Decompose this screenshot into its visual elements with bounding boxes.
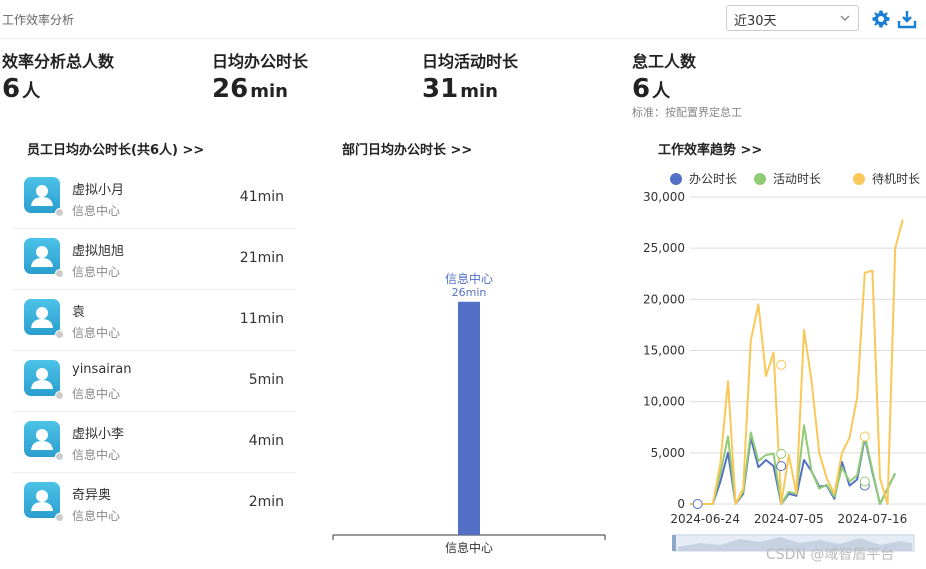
legend-label: 活动时长 xyxy=(773,172,821,186)
employee-time: 4min xyxy=(248,433,284,449)
series-line xyxy=(690,219,904,505)
user-icon xyxy=(31,490,53,511)
dept-panel-title[interactable]: 部门日均办公时长 >> xyxy=(342,143,473,158)
status-dot xyxy=(55,208,64,217)
employee-time: 41min xyxy=(239,189,284,205)
employee-list: 虚拟小月 信息中心 41min 虚拟旭旭 信息中心 21min 袁 信息中心 1… xyxy=(12,168,296,533)
y-tick-label: 0 xyxy=(677,497,685,511)
y-tick-label: 10,000 xyxy=(643,395,685,409)
avatar xyxy=(24,238,64,278)
data-point xyxy=(859,431,870,442)
employee-dept: 信息中心 xyxy=(72,204,121,218)
employee-dept: 信息中心 xyxy=(72,387,121,401)
avatar xyxy=(24,482,64,522)
employee-name: 袁 xyxy=(72,305,86,320)
avatar xyxy=(24,421,64,461)
top-bar: 工作效率分析 近30天 xyxy=(0,0,926,39)
legend-label: 办公时长 xyxy=(689,171,737,186)
status-dot xyxy=(55,269,64,278)
data-zoom-handle xyxy=(672,535,676,551)
stat-avg-activity-time: 日均活动时长 31 min xyxy=(422,48,518,104)
employee-panel-title[interactable]: 员工日均办公时长(共6人) >> xyxy=(27,143,205,158)
data-point xyxy=(776,448,787,459)
user-icon xyxy=(31,429,53,450)
date-range-value: 近30天 xyxy=(734,14,777,29)
employee-time: 2min xyxy=(248,494,284,510)
bar xyxy=(458,301,480,535)
employee-dept: 信息中心 xyxy=(72,509,121,523)
chevron-down-icon xyxy=(840,15,850,21)
stat-label: 怠工人数 xyxy=(632,52,697,71)
data-point xyxy=(692,499,703,509)
user-icon xyxy=(31,368,53,389)
list-item[interactable]: 虚拟小月 信息中心 41min xyxy=(12,168,296,229)
employee-time: 11min xyxy=(239,311,284,327)
bar-data-label: 26min xyxy=(452,286,487,299)
user-icon xyxy=(31,185,53,206)
employee-time: 21min xyxy=(239,250,284,266)
employee-dept: 信息中心 xyxy=(72,326,121,340)
data-zoom-preview xyxy=(678,537,912,551)
y-tick-label: 15,000 xyxy=(643,344,685,358)
trend-panel-title[interactable]: 工作效率趋势 >> xyxy=(658,143,763,158)
x-tick-label: 信息中心 xyxy=(445,540,493,555)
gear-icon[interactable] xyxy=(871,9,891,29)
trend-line-chart: 办公时长 活动时长 待机时长 0 5,000 10,000 15,000 20,000 25,0… xyxy=(643,171,926,552)
stat-avg-office-time: 日均办公时长 26 min xyxy=(212,48,308,104)
stat-label: 日均活动时长 xyxy=(422,52,519,71)
employee-name: 奇异奥 xyxy=(72,488,112,503)
download-icon[interactable] xyxy=(897,9,917,29)
employee-name: yinsairan xyxy=(72,362,132,377)
list-item[interactable]: 虚拟旭旭 信息中心 21min xyxy=(12,229,296,290)
employee-name: 虚拟小李 xyxy=(72,427,125,442)
list-item[interactable]: 虚拟小李 信息中心 4min xyxy=(12,412,296,473)
y-tick-label: 30,000 xyxy=(643,190,685,204)
legend-marker xyxy=(670,173,682,185)
bar-data-label: 信息中心 xyxy=(445,271,493,286)
avatar xyxy=(24,177,64,217)
list-item[interactable]: 奇异奥 信息中心 2min xyxy=(12,473,296,533)
stat-label: 日均办公时长 xyxy=(212,52,309,71)
stat-note: 标准：按配置界定怠工 xyxy=(632,106,742,119)
status-dot xyxy=(55,452,64,461)
data-point xyxy=(859,476,870,487)
employee-time: 5min xyxy=(248,372,284,388)
stat-value: 26 min xyxy=(212,74,288,104)
watermark: CSDN @域智盾平台 xyxy=(766,547,895,563)
legend-label: 待机时长 xyxy=(872,172,920,186)
list-item[interactable]: 袁 信息中心 11min xyxy=(12,290,296,351)
status-dot xyxy=(55,391,64,400)
y-tick-label: 20,000 xyxy=(643,292,685,306)
y-tick-label: 5,000 xyxy=(651,446,685,460)
status-dot xyxy=(55,330,64,339)
status-dot xyxy=(55,513,64,522)
page-title: 工作效率分析 xyxy=(2,13,75,27)
stat-value: 31 min xyxy=(422,74,498,104)
list-item[interactable]: yinsairan 信息中心 5min xyxy=(12,351,296,412)
avatar xyxy=(24,299,64,339)
employee-dept: 信息中心 xyxy=(72,265,121,279)
stat-label: 效率分析总人数 xyxy=(2,52,115,71)
employee-name: 虚拟小月 xyxy=(72,183,125,198)
employee-dept: 信息中心 xyxy=(72,448,121,462)
data-point xyxy=(776,359,787,370)
user-icon xyxy=(31,246,53,267)
x-tick-label: 2024-07-05 xyxy=(754,512,824,526)
data-point xyxy=(776,461,787,472)
x-tick-label: 2024-06-24 xyxy=(670,512,740,526)
date-range-select[interactable]: 近30天 xyxy=(726,5,859,31)
employee-name: 虚拟旭旭 xyxy=(72,244,125,259)
series-line xyxy=(690,424,897,505)
y-tick-label: 25,000 xyxy=(643,241,685,255)
avatar xyxy=(24,360,64,400)
user-icon xyxy=(31,307,53,328)
legend-marker xyxy=(853,173,865,185)
legend-marker xyxy=(754,173,766,185)
x-tick-label: 2024-07-16 xyxy=(838,512,908,526)
